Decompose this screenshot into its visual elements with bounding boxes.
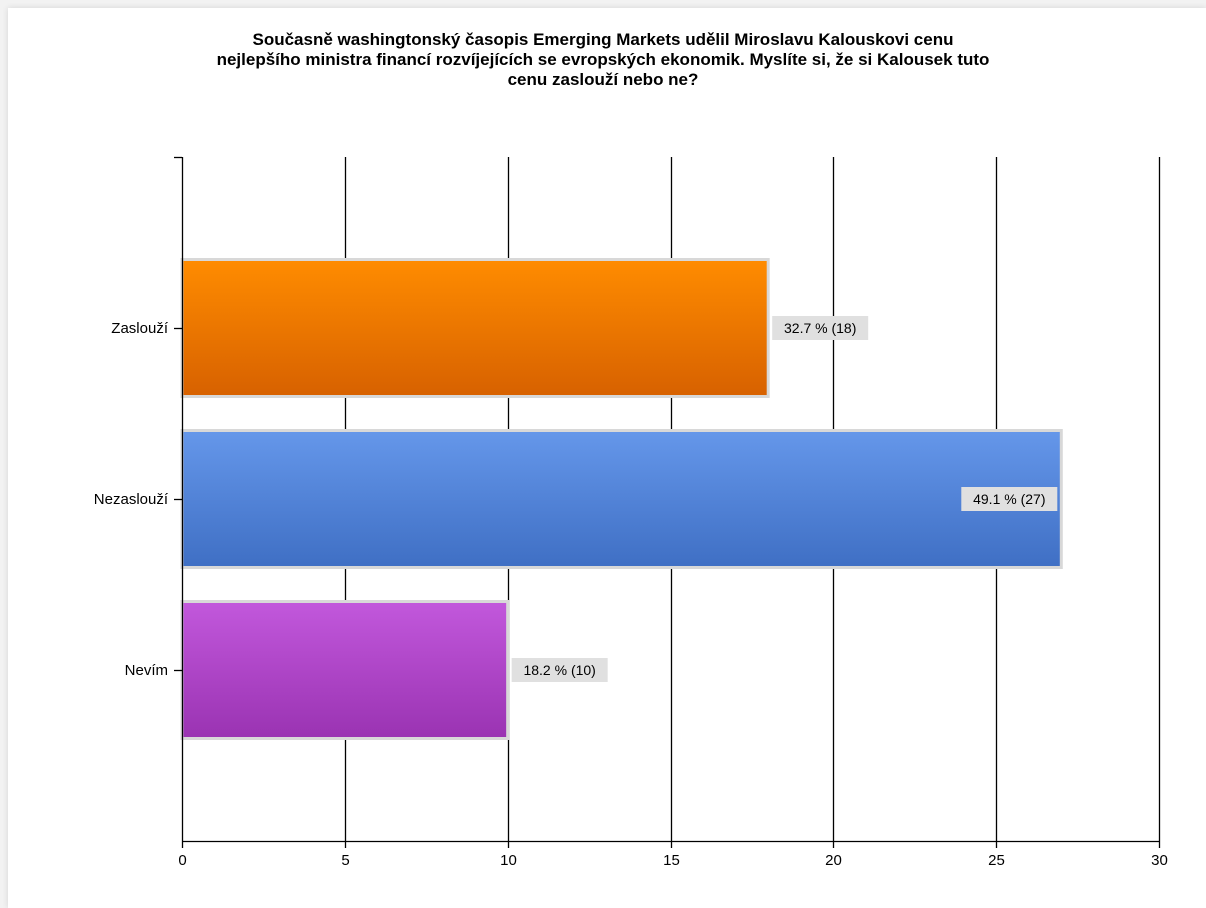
- y-tick-label-1: Nezaslouží: [94, 491, 169, 508]
- x-tick-label-0: 0: [178, 852, 186, 869]
- chart-title-line-2: nejlepšího ministra financí rozvíjejícíc…: [216, 50, 990, 69]
- chart-title-line-1: Současně washingtonský časopis Emerging …: [252, 30, 954, 49]
- x-tick-label-6: 30: [1151, 852, 1168, 869]
- axis-layer: [174, 156, 1161, 848]
- x-tick-label-2: 10: [500, 852, 517, 869]
- y-tick-label-2: Nevím: [125, 662, 168, 679]
- x-tick-label-1: 5: [341, 852, 349, 869]
- data-label-bg-0: [772, 316, 869, 340]
- bar-0: [180, 258, 770, 398]
- bar-1: [180, 429, 1063, 569]
- x-tick-label-4: 20: [825, 852, 842, 869]
- x-tick-label-3: 15: [663, 852, 680, 869]
- y-tick-label-0: Zaslouží: [111, 320, 169, 337]
- data-label-2: 18.2 % (10): [523, 662, 595, 678]
- x-tick-label-5: 25: [988, 852, 1005, 869]
- label-layer: 0 5 10 15 20 25 30 Zaslouží 32.7 % (18) Nezaslouž…: [94, 316, 1168, 869]
- data-label-bg-1: [961, 487, 1058, 511]
- data-label-bg-2: [511, 658, 608, 682]
- bar-layer: [180, 258, 1063, 740]
- data-label-1: 49.1 % (27): [973, 491, 1045, 507]
- chart-title: Současně washingtonský časopis Emerging …: [0, 30, 1206, 90]
- data-label-0: 32.7 % (18): [784, 320, 856, 336]
- chart-title-line-3: cenu zaslouží nebo ne?: [507, 70, 699, 89]
- bar-2: [180, 600, 510, 740]
